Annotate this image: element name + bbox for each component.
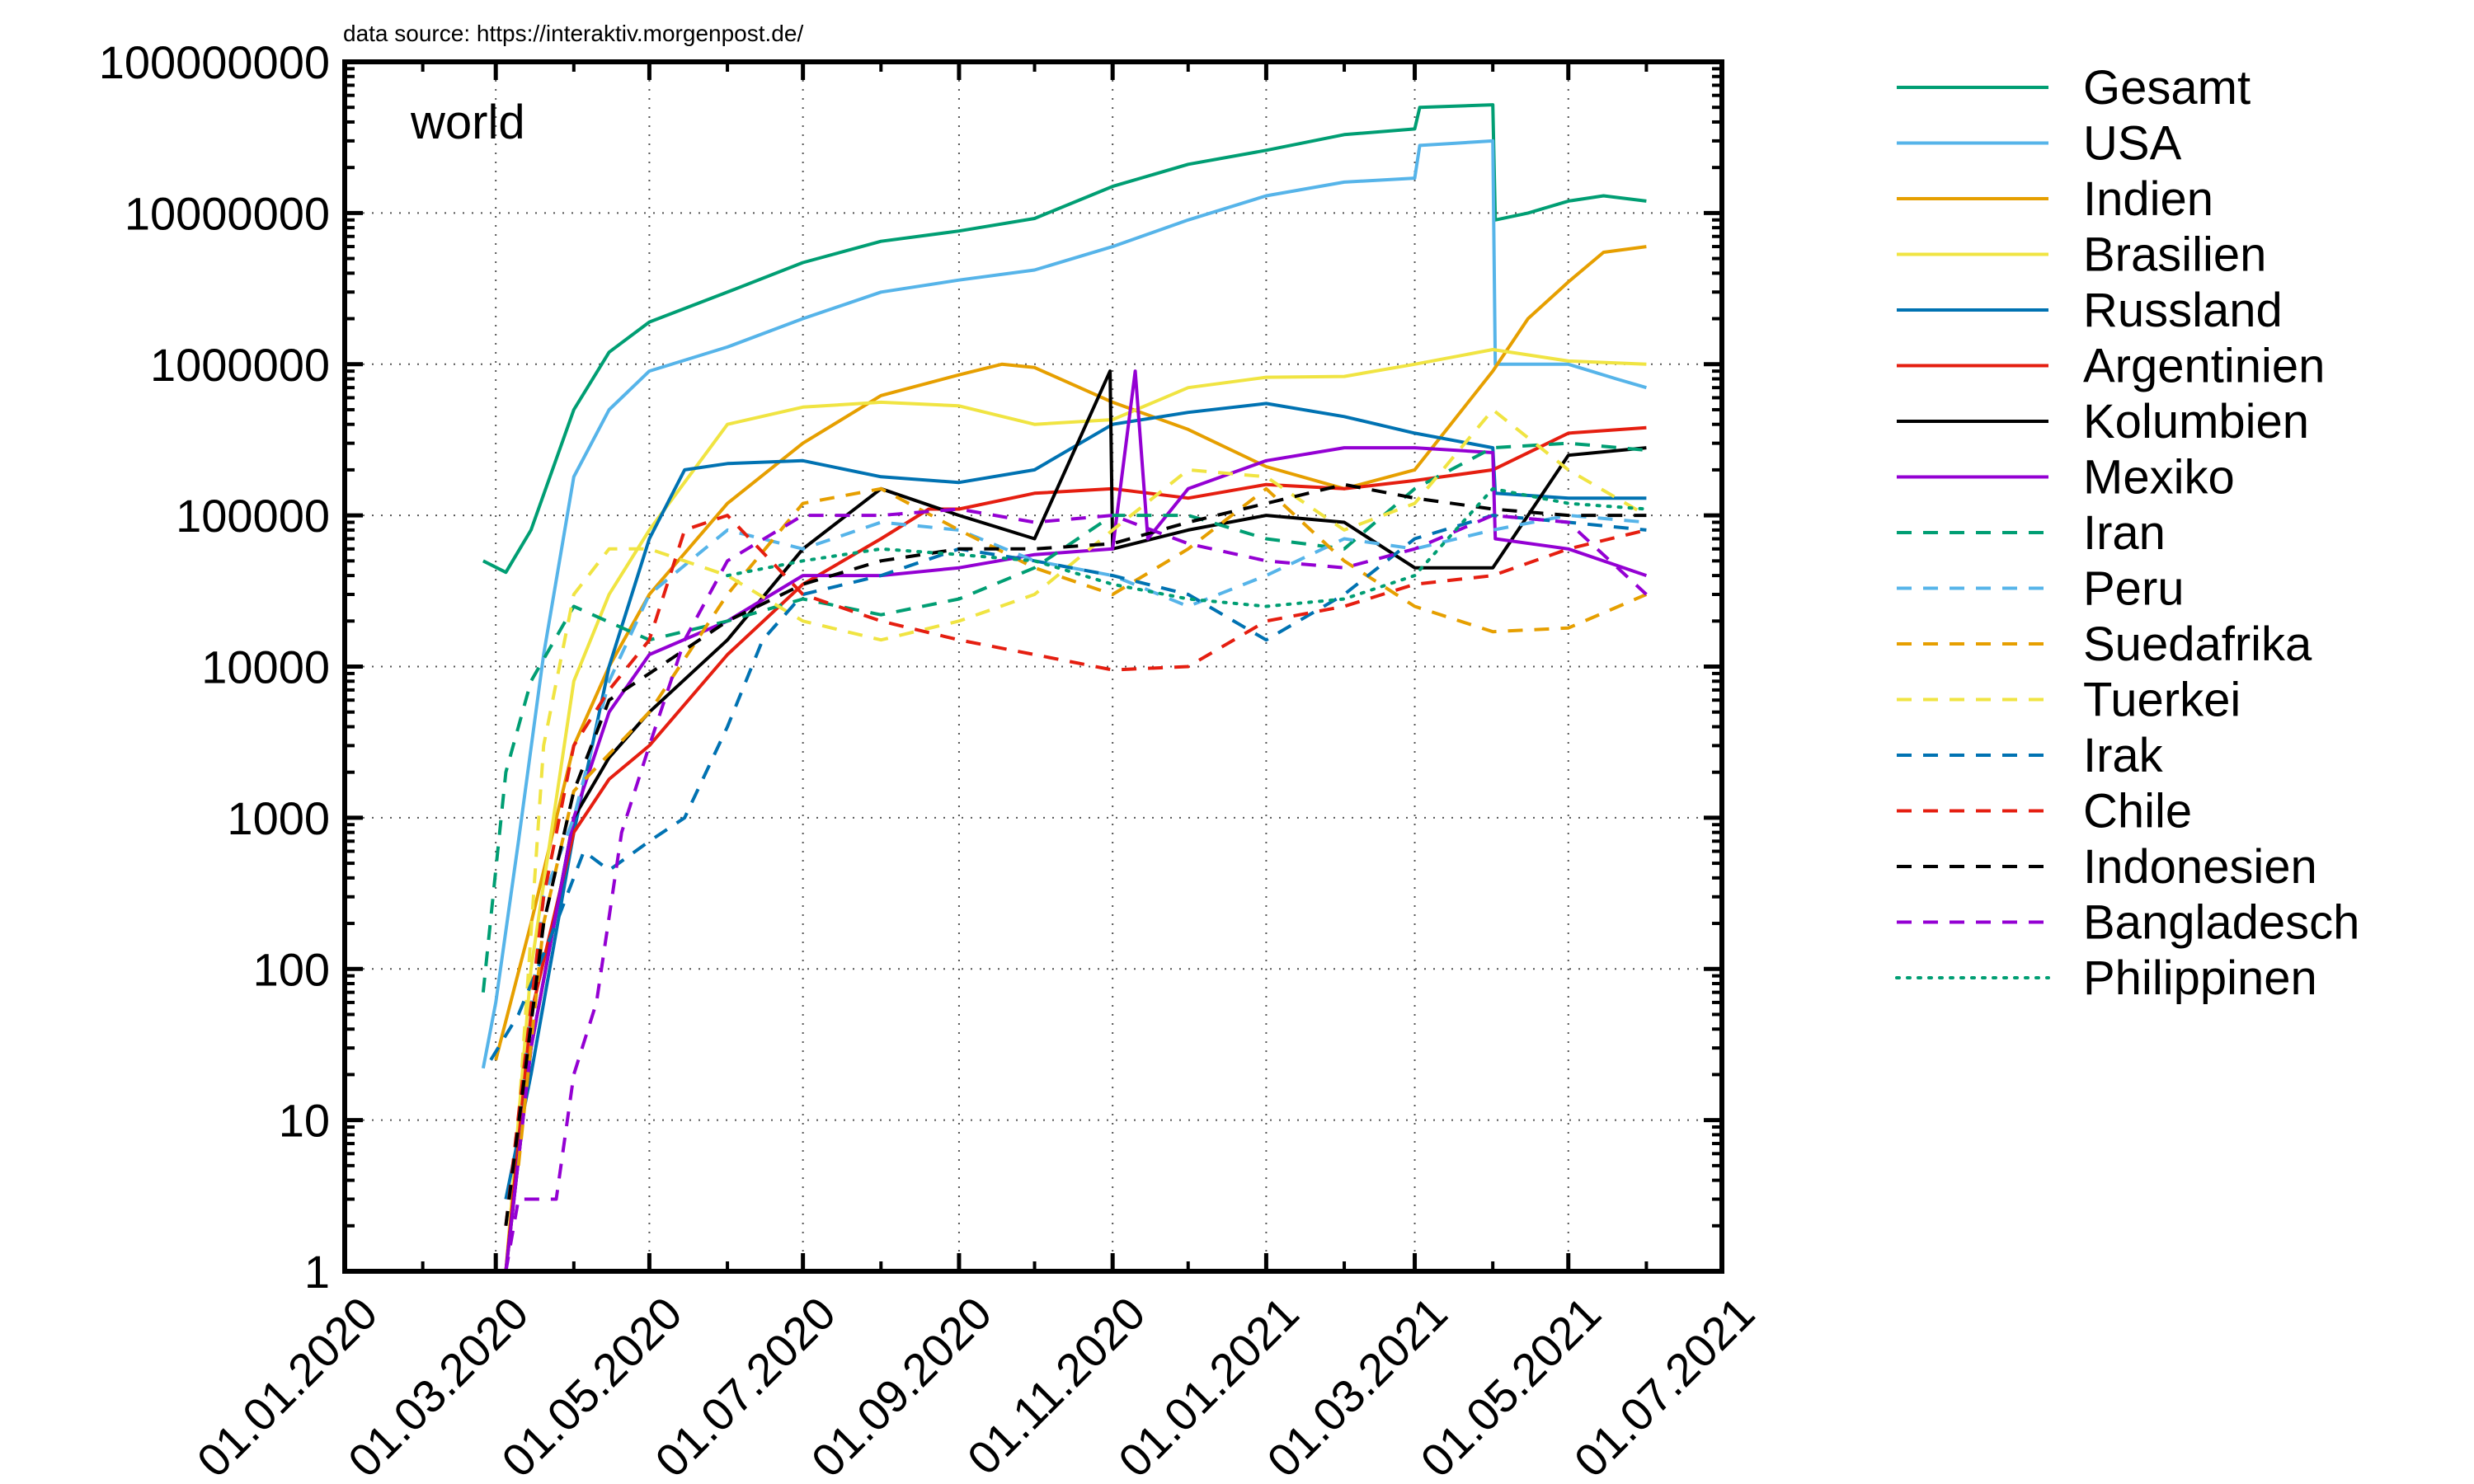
y-tick-label: 10000000 — [125, 187, 330, 239]
y-axis: 1 10 100 1000 10000 100000 1000000 10000000 1000… — [99, 36, 330, 1298]
series-line-bangladesch — [504, 507, 1648, 1272]
y-tick-label: 100000 — [176, 490, 330, 542]
legend-label-indien: Indien — [2083, 172, 2213, 226]
series-line-indonesien — [504, 482, 1647, 1227]
panel-label: world — [410, 96, 525, 149]
legend-label-philippinen: Philippinen — [2083, 951, 2317, 1005]
legend-label-kolumbien: Kolumbien — [2083, 395, 2309, 448]
legend-label-tuerkei: Tuerkei — [2083, 674, 2241, 727]
legend-label-gesamt: Gesamt — [2083, 61, 2251, 115]
series-line-philippinen — [726, 486, 1649, 608]
series-line-mexiko — [504, 369, 1648, 1272]
series-line-chile — [504, 514, 1647, 1227]
y-tick-label: 1 — [304, 1246, 330, 1298]
y-tick-label: 10000 — [201, 641, 330, 693]
y-tick-label: 100 — [253, 943, 330, 995]
legend-label-argentinien: Argentinien — [2083, 340, 2325, 393]
series-line-irak — [489, 514, 1647, 1061]
legend-label-bangladesch: Bangladesch — [2083, 896, 2359, 950]
legend-label-peru: Peru — [2083, 562, 2185, 616]
legend: GesamtUSAIndienBrasilienRusslandArgentin… — [1895, 61, 2359, 1005]
series-line-kolumbien — [504, 369, 1647, 1272]
legend-label-brasilien: Brasilien — [2083, 228, 2266, 282]
y-tick-label: 1000 — [227, 792, 330, 844]
series-line-tuerkei — [516, 408, 1648, 1120]
legend-label-suedafrika: Suedafrika — [2083, 618, 2312, 671]
legend-label-iran: Iran — [2083, 506, 2166, 560]
series-line-argentinien — [504, 425, 1647, 1272]
series-line-gesamt — [482, 103, 1647, 575]
series-line-suedafrika — [516, 486, 1648, 1167]
grid — [345, 62, 1722, 1271]
series-line-indien — [494, 245, 1647, 1061]
legend-label-mexiko: Mexiko — [2083, 451, 2235, 505]
y-tick-label: 100000000 — [99, 36, 330, 88]
y-tick-label: 1000000 — [150, 339, 330, 391]
series-layer — [481, 103, 1649, 1272]
series-line-russland — [504, 402, 1647, 1200]
legend-label-usa: USA — [2083, 117, 2182, 171]
series-line-peru — [516, 514, 1647, 1120]
legend-label-russland: Russland — [2083, 284, 2283, 337]
legend-label-indonesien: Indonesien — [2083, 840, 2317, 894]
legend-label-chile: Chile — [2083, 785, 2192, 838]
data-source-note: data source: https://interaktiv.morgenpo… — [343, 21, 803, 46]
series-line-iran — [481, 441, 1647, 993]
series-line-brasilien — [504, 348, 1647, 1272]
y-tick-label: 10 — [279, 1095, 330, 1147]
legend-label-irak: Irak — [2083, 729, 2164, 782]
axis-ticks — [342, 59, 1724, 1274]
x-axis: 01.01.202001.03.202001.05.202001.07.2020… — [187, 1287, 1765, 1484]
series-line-usa — [481, 139, 1647, 1069]
